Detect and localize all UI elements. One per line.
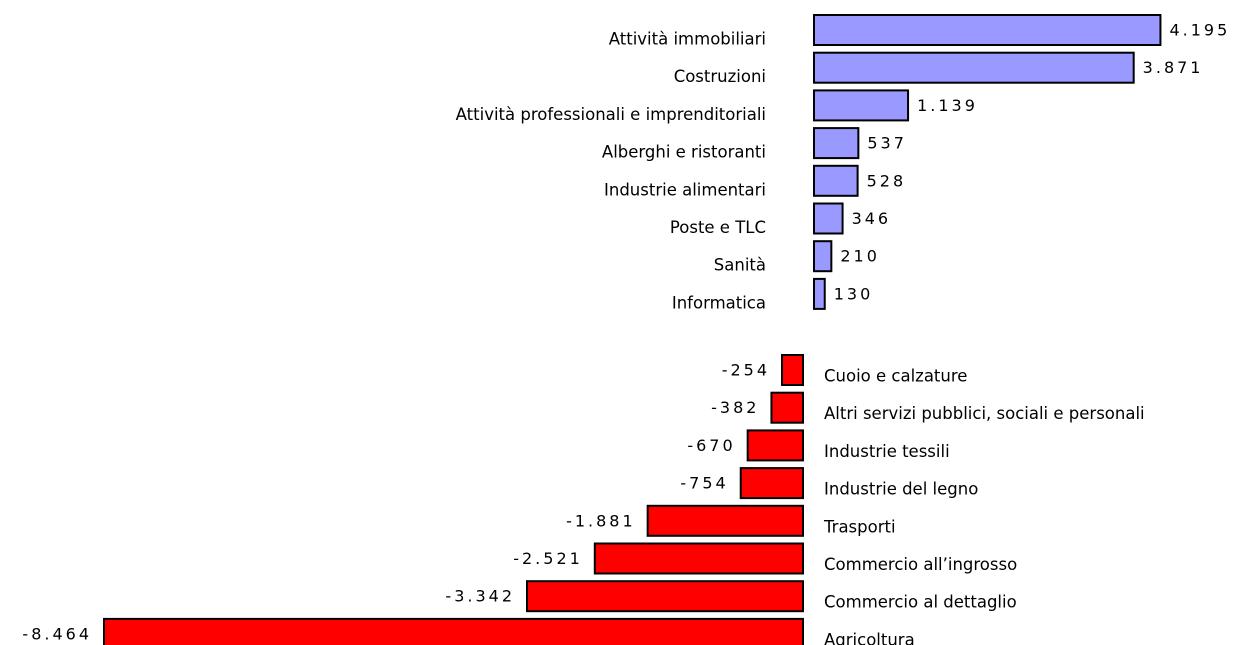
value-label: 346: [852, 209, 892, 228]
value-label: -254: [722, 361, 770, 380]
value-label: 210: [840, 247, 880, 266]
bar: [103, 617, 804, 645]
category-label: Attività immobiliari: [609, 30, 766, 49]
value-label: -670: [687, 436, 735, 455]
category-label: Commercio all’ingrosso: [824, 555, 1017, 574]
value-label: -754: [680, 474, 728, 493]
value-label: 3.871: [1143, 58, 1204, 77]
bar: [813, 89, 910, 122]
bar: [781, 354, 804, 386]
category-label: Informatica: [672, 293, 766, 312]
category-label: Costruzioni: [674, 67, 766, 86]
category-label: Agricoltura: [824, 630, 915, 645]
category-label: Poste e TLC: [670, 218, 766, 237]
value-label: 4.195: [1169, 21, 1230, 40]
category-label: Industrie alimentari: [604, 180, 766, 199]
bar: [813, 240, 833, 273]
value-label: 130: [834, 284, 874, 303]
value-label: -3.342: [445, 587, 515, 606]
bar: [746, 429, 805, 462]
category-label: Attività professionali e imprenditoriali: [456, 105, 766, 124]
bar: [770, 391, 805, 424]
value-label: 1.139: [917, 96, 978, 115]
category-label: Alberghi e ristoranti: [602, 143, 766, 162]
bar: [813, 277, 826, 310]
value-label: -8.464: [22, 624, 92, 643]
bar: [813, 51, 1135, 84]
value-label: -1.881: [566, 511, 636, 530]
value-label: 528: [867, 171, 907, 190]
bar: [813, 202, 844, 235]
category-label: Trasporti: [823, 517, 896, 536]
bar: [813, 164, 859, 197]
bar: [593, 542, 804, 575]
category-label: Industrie tessili: [824, 442, 950, 461]
category-label: Commercio al dettaglio: [824, 593, 1017, 612]
value-label: -382: [711, 398, 759, 417]
value-label: -2.521: [513, 549, 583, 568]
bar: [739, 467, 804, 500]
category-label: Industrie del legno: [824, 480, 978, 499]
bar: [813, 14, 1162, 46]
bar: [646, 504, 804, 537]
category-label: Cuoio e calzature: [824, 367, 967, 386]
value-label: 537: [867, 134, 907, 153]
category-label: Sanità: [714, 256, 766, 275]
bar: [813, 127, 860, 160]
category-label: Altri servizi pubblici, sociali e person…: [824, 404, 1145, 423]
bar: [526, 580, 805, 613]
